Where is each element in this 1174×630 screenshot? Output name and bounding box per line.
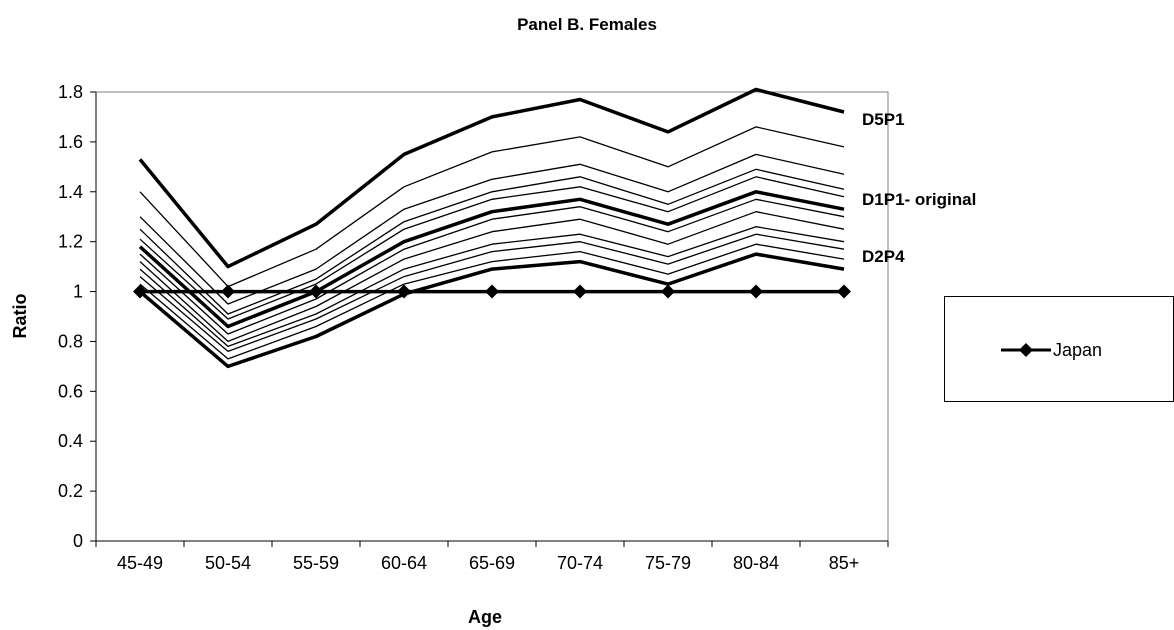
series-line-d2p4 — [138, 252, 845, 369]
legend: Japan — [944, 296, 1174, 402]
legend-swatch-japan — [1001, 340, 1051, 360]
x-tick-label: 80-84 — [733, 553, 779, 573]
x-tick-label: 75-79 — [645, 553, 691, 573]
legend-entry-japan: Japan — [1001, 339, 1102, 361]
x-tick-label: 55-59 — [293, 553, 339, 573]
y-tick-label: 0.4 — [58, 431, 83, 451]
x-tick-label: 45-49 — [117, 553, 163, 573]
chart-title: Panel B. Females — [517, 15, 657, 34]
legend-label-japan: Japan — [1053, 339, 1103, 360]
series-line-9 — [139, 226, 845, 348]
series-label-d5p1: D5P1 — [862, 110, 905, 129]
series-line-d5p1 — [138, 87, 845, 269]
japan-point — [309, 284, 323, 299]
japan-point — [397, 284, 411, 299]
x-tick-label: 50-54 — [205, 553, 251, 573]
japan-point — [485, 284, 499, 299]
x-tick-label: 85+ — [829, 553, 860, 573]
y-tick-label: 0.6 — [58, 381, 83, 401]
series-line-d1p1-original — [138, 190, 845, 329]
y-tick-label: 1.4 — [58, 182, 83, 202]
y-tick-label: 1.6 — [58, 132, 83, 152]
y-tick-label: 0.2 — [58, 481, 83, 501]
series-line-5 — [139, 176, 845, 320]
series-line-10 — [139, 233, 845, 353]
x-tick-label: 70-74 — [557, 553, 603, 573]
japan-point — [837, 284, 851, 299]
x-tick-label: 65-69 — [469, 553, 515, 573]
japan-point — [133, 284, 147, 299]
series-line-7 — [139, 198, 845, 335]
y-tick-label: 0.8 — [58, 331, 83, 351]
y-tick-label: 0 — [73, 531, 83, 551]
japan-point — [573, 284, 587, 299]
x-tick-label: 60-64 — [381, 553, 427, 573]
y-tick-label: 1 — [73, 282, 83, 302]
japan-point — [749, 284, 763, 299]
series-line-8 — [139, 211, 845, 343]
japan-point — [221, 284, 235, 299]
series-line-2 — [139, 126, 845, 288]
y-axis-title: Ratio — [10, 293, 30, 338]
series-label-d2p4: D2P4 — [862, 247, 905, 266]
series-line-11 — [139, 243, 845, 360]
series-label-d1p1-original: D1P1- original — [862, 190, 976, 209]
series-line-4 — [139, 168, 845, 315]
x-axis-title: Age — [468, 607, 502, 627]
y-tick-label: 1.2 — [58, 232, 83, 252]
japan-point — [661, 284, 675, 299]
y-tick-label: 1.8 — [58, 82, 83, 102]
